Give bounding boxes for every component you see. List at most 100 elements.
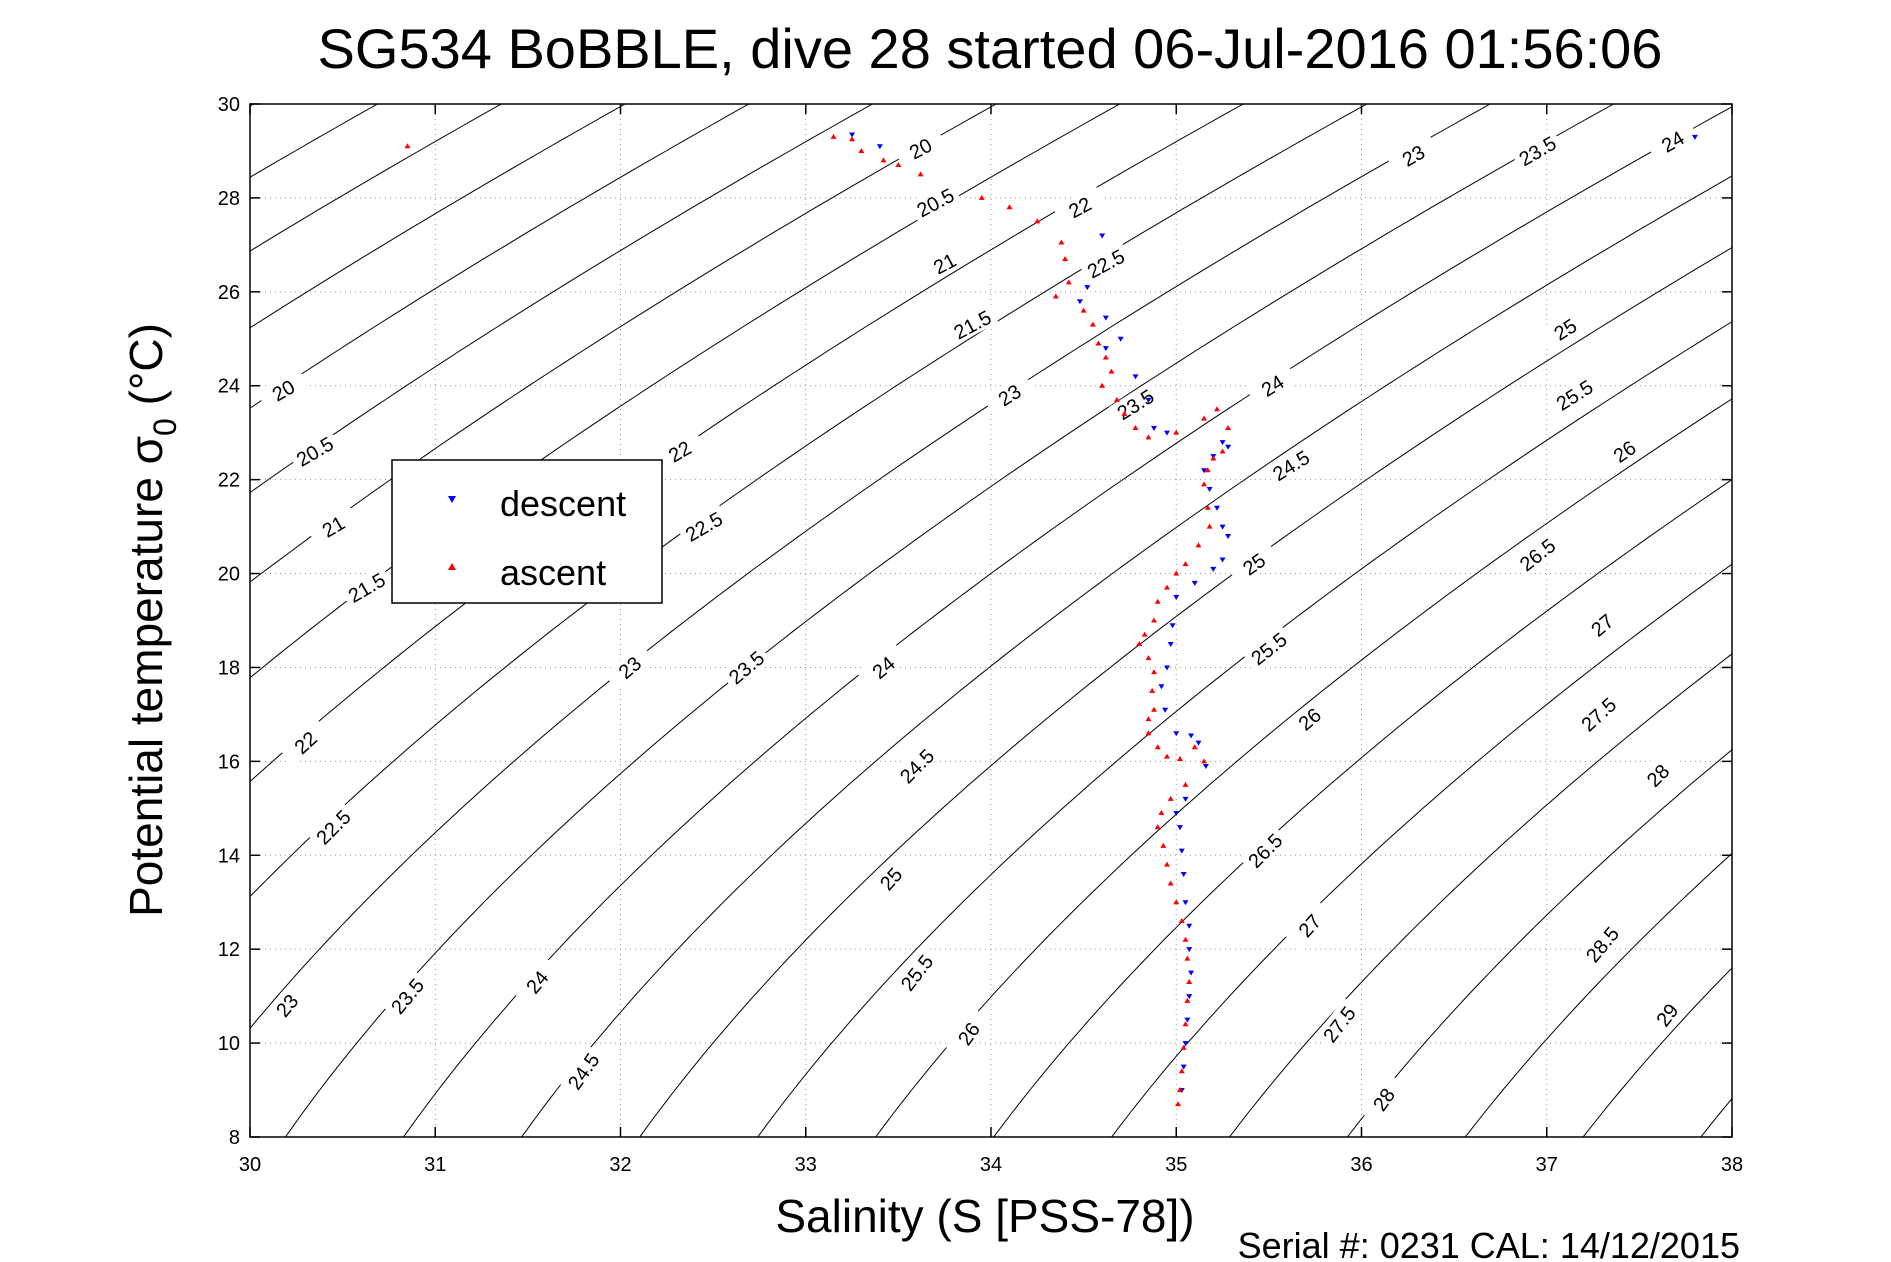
descent-point	[1132, 374, 1139, 380]
density-contour-line	[250, 104, 1492, 1030]
legend-ascent-label: ascent	[500, 552, 606, 593]
density-contour-line	[1582, 967, 1732, 1137]
y-tick-label: 28	[218, 188, 240, 210]
legend-descent-label: descent	[500, 483, 626, 524]
ascent-point	[1182, 561, 1189, 567]
descent-point	[1173, 595, 1180, 601]
ascent-point	[1095, 340, 1102, 346]
x-tick-label: 33	[795, 1154, 817, 1176]
y-tick-label: 14	[218, 845, 240, 867]
density-contour-line	[993, 478, 1732, 1137]
legend: descent ascent	[391, 459, 663, 604]
density-contour-line	[520, 175, 1732, 1137]
ascent-point	[1178, 1068, 1185, 1074]
ascent-point	[895, 162, 902, 168]
descent-point	[1167, 641, 1174, 647]
contour-label-bg	[1245, 362, 1299, 407]
descent-point	[876, 144, 883, 150]
density-contour-line	[1110, 563, 1732, 1137]
ascent-point	[1163, 753, 1170, 759]
descent-point	[1076, 299, 1083, 305]
contour-label-bg	[893, 126, 947, 169]
x-tick-label: 37	[1536, 1154, 1558, 1176]
contour-label-bg	[1645, 119, 1699, 163]
ascent-point	[1158, 810, 1165, 816]
descent-point	[1084, 285, 1091, 291]
ascent-point	[1034, 218, 1041, 224]
y-axis-label-subscript: 0	[147, 418, 183, 436]
contour-label-bg	[982, 372, 1036, 417]
ascent-point	[1204, 467, 1211, 473]
density-contour-line	[250, 104, 627, 329]
descent-point	[1173, 731, 1180, 737]
ascent-point	[1154, 744, 1161, 750]
contour-label-bg	[892, 946, 940, 998]
density-contour-line	[1464, 852, 1732, 1137]
ascent-point	[1136, 640, 1143, 646]
descent-point	[1210, 566, 1217, 572]
ascent-point	[1191, 744, 1198, 750]
density-contour-line	[250, 104, 1121, 679]
ascent-point	[1145, 434, 1152, 440]
descent-point	[1099, 233, 1106, 239]
density-contour-line	[1228, 653, 1732, 1137]
ascent-point	[1184, 997, 1191, 1003]
contour-label-bg	[1053, 185, 1106, 228]
descent-point	[1182, 796, 1189, 802]
density-contour-line	[250, 104, 1245, 783]
contour-label-bg	[1510, 128, 1564, 172]
ascent-point	[1204, 504, 1211, 510]
y-tick-label: 16	[218, 751, 240, 773]
descent-point	[1195, 740, 1202, 746]
contour-label-bg	[307, 801, 358, 852]
contour-label-bg	[908, 180, 962, 223]
contour-label-bg	[1598, 427, 1650, 474]
ascent-point	[1173, 429, 1180, 435]
descent-point	[1188, 970, 1195, 976]
y-axis-label-unit: (°C)	[120, 323, 172, 418]
descent-point	[1191, 580, 1198, 586]
y-tick-label: 18	[218, 657, 240, 679]
descent-point	[1178, 848, 1185, 854]
ascent-point	[1089, 321, 1096, 327]
contour-label-bg	[288, 429, 341, 473]
contour-label-bg	[1227, 540, 1280, 587]
ascent-point	[1058, 239, 1065, 245]
contour-label-bg	[1386, 133, 1440, 177]
ascent-point	[880, 157, 887, 163]
descent-point	[1201, 468, 1208, 474]
y-axis-label: Potential temperature σ0 (°C)	[120, 323, 183, 917]
data-series	[404, 132, 1698, 1107]
contour-label-bg	[917, 241, 971, 284]
descent-point	[1186, 994, 1193, 1000]
density-contour-line	[250, 104, 750, 409]
contour-label-bg	[559, 1044, 606, 1097]
contour-label-bg	[382, 970, 431, 1021]
density-contour-line	[875, 398, 1732, 1137]
ascent-point	[1173, 899, 1180, 905]
x-tick-label: 30	[239, 1154, 261, 1176]
ascent-point	[978, 194, 985, 200]
descent-point	[1188, 733, 1195, 739]
descent-point	[849, 132, 856, 138]
ascent-point	[1210, 455, 1217, 461]
contour-label-bg	[1079, 241, 1132, 284]
descent-point	[1162, 707, 1169, 713]
descent-point	[1163, 430, 1170, 436]
ascent-point	[1145, 716, 1152, 722]
descent-point	[1158, 684, 1165, 690]
x-tick-label: 34	[980, 1154, 1002, 1176]
contour-label-bg	[339, 565, 393, 609]
descent-point	[1169, 623, 1176, 629]
ascent-point	[1062, 255, 1069, 261]
ascent-point	[1178, 918, 1185, 924]
descent-point	[1102, 346, 1109, 352]
contour-label-bg	[1108, 381, 1162, 426]
contour-label-bg	[1577, 918, 1626, 970]
contour-label-bg	[891, 740, 941, 791]
ascent-point	[1182, 781, 1189, 787]
ascent-point	[1132, 424, 1139, 430]
descent-point	[1102, 315, 1109, 321]
y-axis-label-main: Potential temperature σ	[120, 436, 172, 917]
density-contour-line	[639, 246, 1732, 1137]
